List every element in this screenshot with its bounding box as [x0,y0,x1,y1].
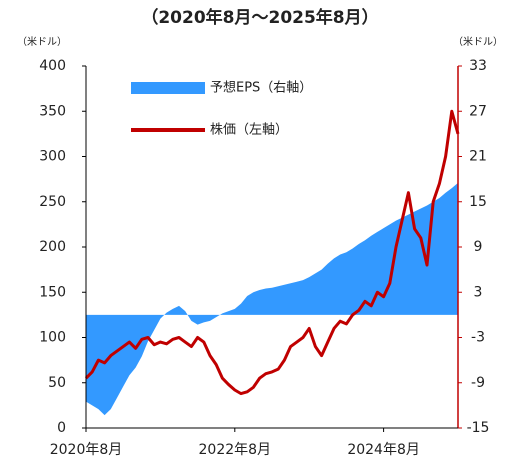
x-tick-label: 2022年8月 [199,442,272,458]
y-tick-label: 100 [39,330,66,346]
legend-label: 予想EPS（右軸） [210,80,312,96]
y-tick-label: 400 [39,58,66,74]
y2-tick-label: 27 [469,103,487,119]
chart-title: （2020年8月～2025年8月） [141,7,378,28]
y-tick-label: 50 [48,375,66,391]
y2-tick-label: -3 [471,330,485,346]
legend-swatch [131,82,205,94]
y-tick-label: 200 [39,239,66,255]
eps-area [86,182,458,416]
y2-tick-label: 3 [474,284,483,300]
y-tick-label: 250 [39,194,66,210]
y-tick-label: 0 [57,420,66,436]
x-tick-label: 2020年8月 [50,442,123,458]
y-tick-label: 350 [39,103,66,119]
y2-unit: （米ドル） [453,35,503,48]
y2-tick-label: 33 [469,58,487,74]
price-line [84,109,460,396]
x-tick-label: 2024年8月 [347,442,420,458]
y2-tick-label: -9 [471,375,485,391]
y-tick-label: 300 [39,149,66,165]
y-tick-label: 150 [39,284,66,300]
y2-tick-label: 15 [469,194,487,210]
y-unit: （米ドル） [17,35,67,48]
y2-tick-label: 21 [469,149,487,165]
y2-tick-label: 9 [474,239,483,255]
y2-tick-label: -15 [467,420,490,436]
legend-label: 株価（左軸） [210,123,288,138]
